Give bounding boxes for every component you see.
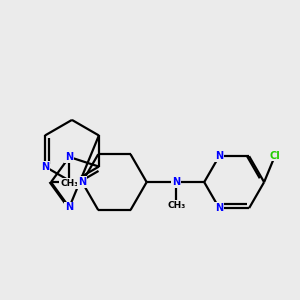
Text: N: N xyxy=(172,177,180,187)
Text: N: N xyxy=(215,203,223,213)
Text: N: N xyxy=(65,202,74,212)
Text: N: N xyxy=(41,162,49,172)
Text: N: N xyxy=(65,152,74,162)
Text: CH₃: CH₃ xyxy=(60,179,78,188)
Text: N: N xyxy=(215,151,223,161)
Text: CH₃: CH₃ xyxy=(167,201,185,210)
Text: Cl: Cl xyxy=(270,151,280,161)
Text: N: N xyxy=(78,177,86,187)
